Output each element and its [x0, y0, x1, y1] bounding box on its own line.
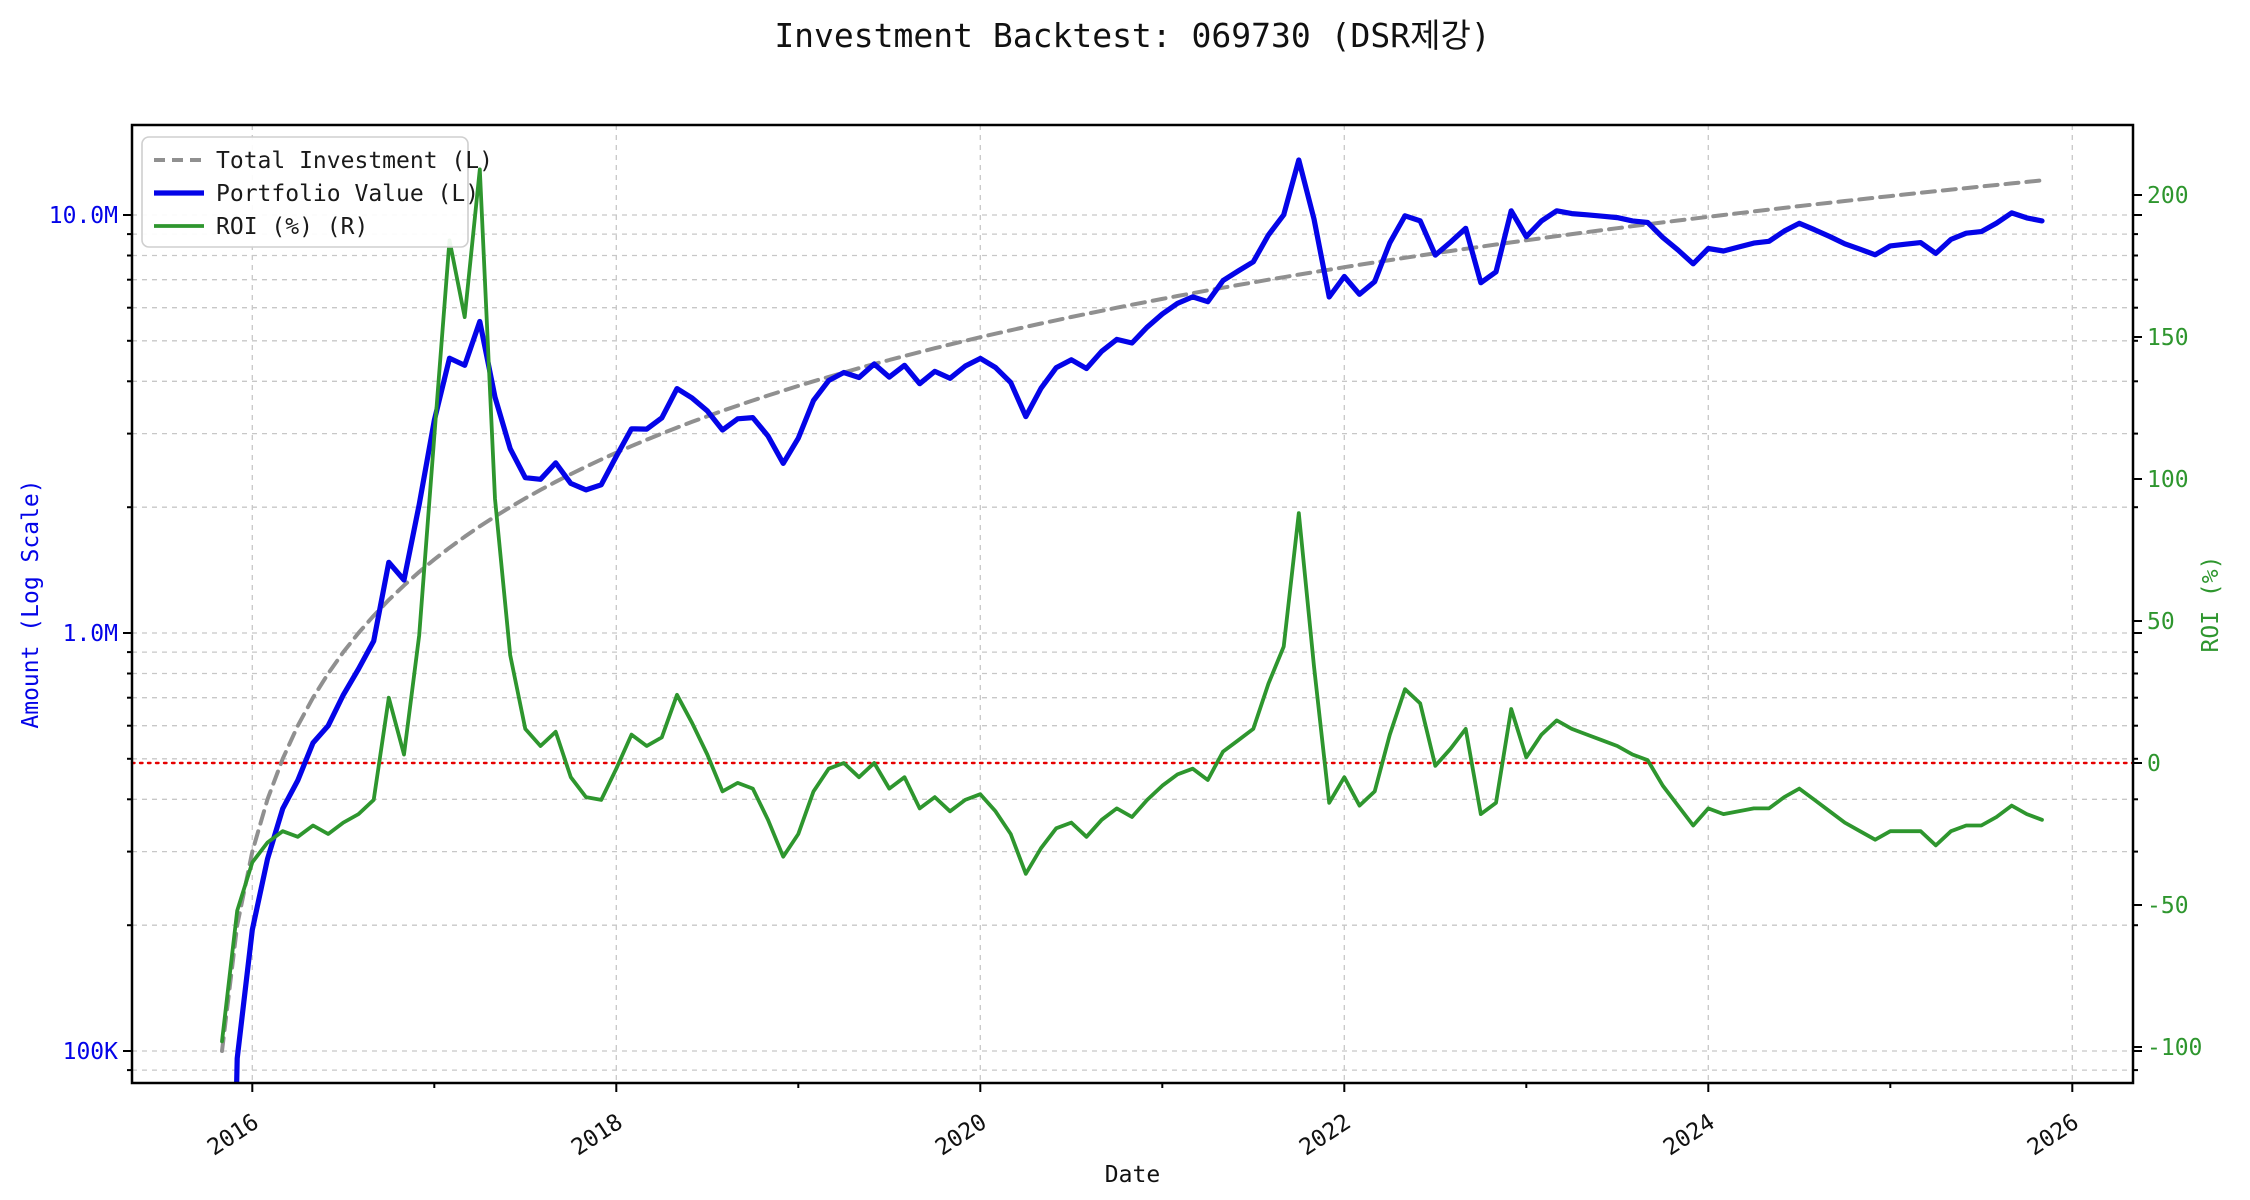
chart-title: Investment Backtest: 069730 (DSR제강) — [774, 16, 1490, 55]
right-axis-tick-label: 200 — [2147, 183, 2189, 209]
roi-line — [220, 167, 2044, 1044]
x-axis-label: Date — [1105, 1162, 1160, 1188]
axis-ticks — [123, 194, 2142, 1092]
right-axis-label: ROI (%) — [2198, 556, 2224, 653]
legend-item-label: Total Investment (L) — [216, 148, 493, 174]
total-investment-line — [220, 178, 2044, 1053]
x-axis-tick-label: 2022 — [1295, 1109, 1356, 1161]
right-axis-tick-label: 150 — [2147, 325, 2189, 351]
left-axis-label: Amount (Log Scale) — [18, 479, 44, 728]
left-axis-tick-label: 10.0M — [49, 203, 118, 229]
left-axis-tick-label: 1.0M — [63, 621, 118, 647]
right-axis-tick-label: -50 — [2147, 893, 2189, 919]
portfolio-value-line — [234, 157, 2045, 1083]
left-axis-tick-label: 100K — [63, 1039, 119, 1065]
x-axis-tick-label: 2020 — [931, 1109, 992, 1161]
right-axis-tick-label: 0 — [2147, 751, 2161, 777]
right-axis-tick-label: -100 — [2147, 1035, 2202, 1061]
legend-item-label: Portfolio Value (L) — [216, 181, 479, 207]
x-axis-tick-label: 2018 — [567, 1109, 628, 1161]
legend-box — [141, 136, 469, 248]
x-axis-tick-label: 2026 — [2023, 1109, 2084, 1161]
legend-item-label: ROI (%) (R) — [216, 214, 368, 240]
plot-border — [130, 123, 2135, 1085]
x-axis-tick-label: 2016 — [203, 1109, 264, 1161]
legend: Total Investment (L) Portfolio Value (L) R… — [141, 136, 493, 248]
chart-gridlines — [132, 125, 2133, 1083]
x-axis-tick-label: 2024 — [1659, 1109, 1720, 1161]
right-axis-tick-label: 100 — [2147, 467, 2189, 493]
right-axis-tick-label: 50 — [2147, 609, 2175, 635]
